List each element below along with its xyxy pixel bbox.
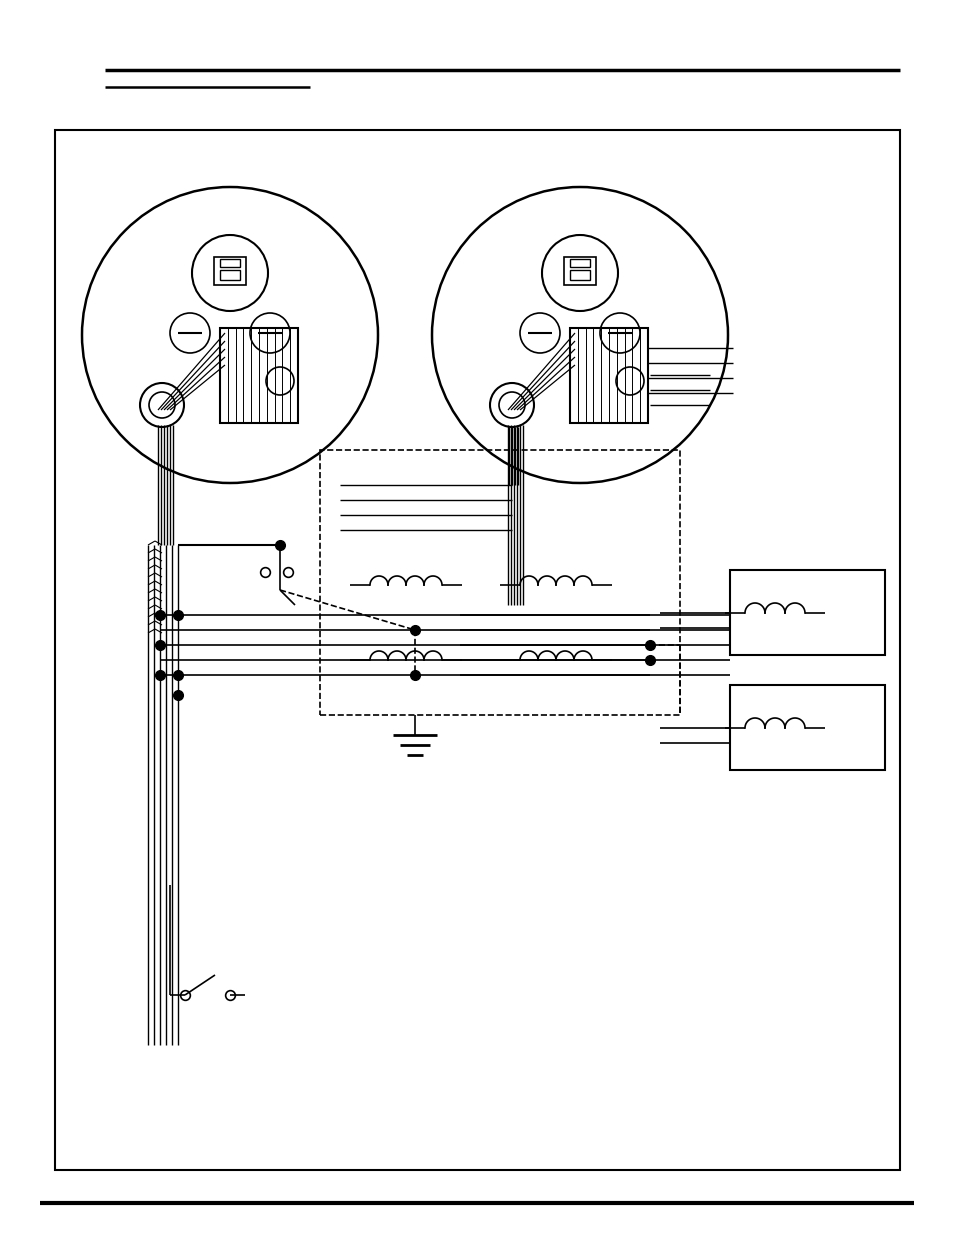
Bar (729, 685, 884, 769)
Bar (563, 257, 596, 285)
Bar (213, 257, 246, 285)
Bar (220, 329, 297, 424)
Bar (220, 270, 240, 280)
Bar (220, 259, 240, 267)
Bar (569, 259, 589, 267)
Bar (55, 130, 899, 1170)
Bar (569, 329, 647, 424)
Bar (569, 270, 589, 280)
Bar (729, 571, 884, 655)
Bar (319, 450, 679, 715)
